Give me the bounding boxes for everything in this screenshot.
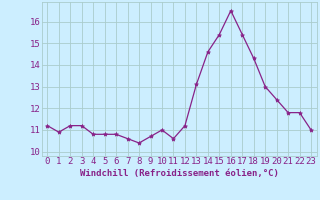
X-axis label: Windchill (Refroidissement éolien,°C): Windchill (Refroidissement éolien,°C) [80,169,279,178]
